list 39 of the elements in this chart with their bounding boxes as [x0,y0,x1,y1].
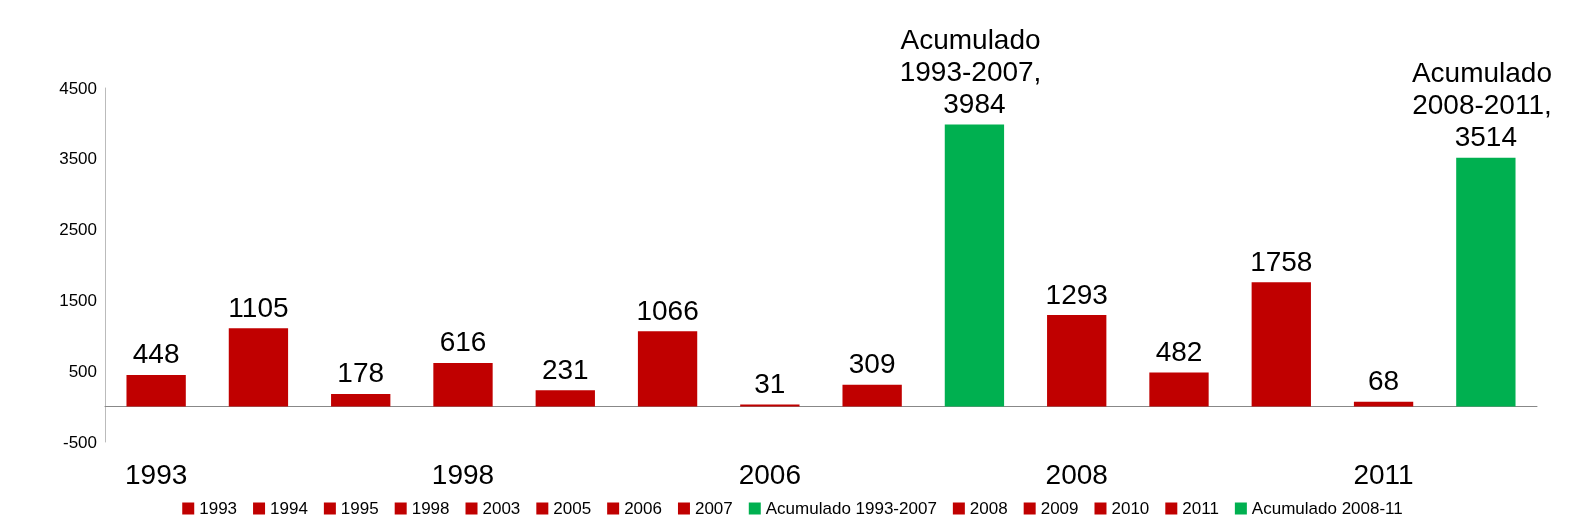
legend-label: Acumulado 1993-2007 [765,499,937,518]
legend-label: 2011 [1182,499,1219,518]
legend-label: 2005 [553,499,592,518]
data-label: 482 [1155,335,1203,367]
legend-label: 2008 [969,499,1008,518]
legend-label: Acumulado 2008-11 [1251,499,1403,518]
legend-label: 2003 [482,499,521,518]
data-label: Acumulado 2008-2011, 3514 [1411,57,1560,153]
y-tick-label: 2500 [59,220,97,240]
y-tick-label: 1500 [59,290,97,310]
x-tick-label: 1993 [124,458,188,490]
x-tick-label: 2008 [1045,458,1108,490]
y-tick-label: 3500 [59,149,97,169]
data-label: 31 [754,367,786,399]
legend-label: 2006 [624,499,662,518]
data-label: 616 [439,326,487,358]
data-label: Acumulado 1993-2007, 3984 [899,24,1050,120]
data-label: 231 [541,353,589,385]
x-tick-label: 1998 [431,458,495,490]
legend-label: 2010 [1111,499,1150,518]
data-label: 1066 [636,294,699,326]
data-label: 309 [848,348,896,380]
y-tick-label: 500 [68,361,97,381]
x-tick-label: 2011 [1353,458,1414,490]
data-label: 1758 [1250,245,1313,277]
data-label: 68 [1367,365,1400,397]
legend-label: 1994 [270,499,308,518]
legend-label: 1998 [411,499,450,518]
data-label: 448 [132,338,180,370]
legend-label: 1995 [340,499,379,518]
legend-label: 2009 [1040,499,1079,518]
y-tick-label: 4500 [59,78,97,98]
data-label: 1105 [228,291,289,323]
y-tick-label: -500 [62,432,97,452]
data-label: 178 [337,357,385,389]
x-tick-label: 2006 [738,458,802,490]
data-label: 1293 [1045,278,1108,310]
legend-label: 2007 [694,499,733,518]
legend-label: 1993 [199,499,238,518]
